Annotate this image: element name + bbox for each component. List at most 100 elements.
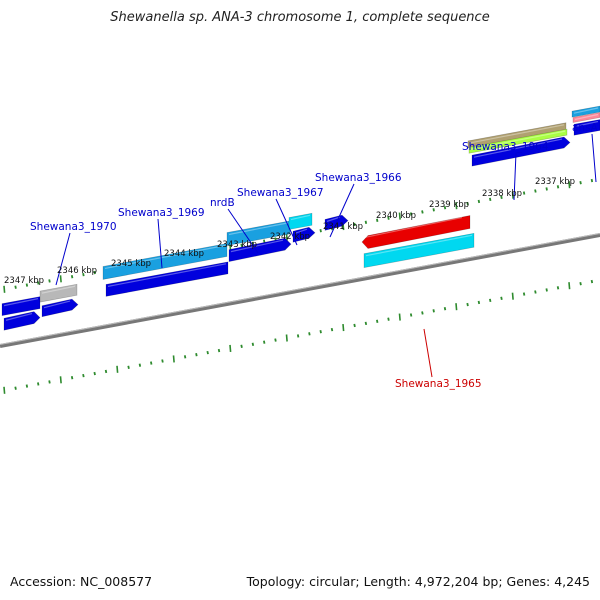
outer-tick — [353, 222, 356, 227]
inner-tick — [274, 338, 277, 342]
inner-tick — [263, 340, 266, 344]
inner-tick — [376, 319, 379, 323]
outer-tick — [590, 178, 594, 183]
inner-tick — [48, 380, 51, 384]
outer-tick — [398, 212, 401, 220]
outer-tick — [545, 187, 548, 191]
gene-highlight — [575, 120, 599, 127]
gene-label-forward[interactable]: nrdB — [210, 197, 235, 209]
sequence-summary: Topology: circular; Length: 4,972,204 bp… — [246, 574, 590, 589]
inner-tick — [127, 365, 130, 369]
outer-tick — [93, 270, 96, 275]
kbp-tick-labels: 2347 kbp 2346 kbp 2345 kbp 2344 kbp 2343 kbp… — [4, 177, 575, 286]
kbp-tick-label: 2343 kbp — [217, 240, 257, 250]
inner-tick — [195, 353, 198, 357]
kbp-tick-label: 2339 kbp — [429, 200, 469, 210]
gene-feature — [471, 136, 571, 167]
outer-tick — [319, 229, 322, 233]
outer-tick — [376, 218, 379, 222]
gene-feature — [292, 226, 316, 243]
inner-tick — [534, 290, 537, 294]
inner-tick — [443, 307, 447, 311]
gene-leader-line — [227, 208, 259, 254]
inner-tick — [161, 359, 164, 363]
inner-tick — [319, 330, 322, 334]
inner-tick — [296, 334, 300, 338]
gene-highlight — [107, 263, 227, 287]
gene-leader-line — [513, 152, 517, 201]
kbp-tick-label: 2344 kbp — [164, 249, 204, 259]
gene-label-forward[interactable]: ansA — [572, 122, 599, 134]
outer-tick — [534, 189, 537, 193]
inner-tick — [150, 361, 153, 365]
gene-feature — [39, 283, 78, 303]
gene-highlight — [104, 244, 226, 270]
gene-highlight — [363, 216, 463, 239]
inner-tick — [500, 296, 503, 300]
outer-tick — [14, 285, 17, 289]
outer-tick — [455, 202, 458, 210]
kbp-tick-label: 2342 kbp — [270, 232, 310, 242]
gene-labels: Shewana3_1970Shewana3_1969nrdBShewana3_1… — [30, 122, 599, 390]
gene-highlight — [290, 214, 311, 221]
outer-tick — [466, 201, 469, 206]
outer-tick — [500, 195, 503, 199]
label-leader-lines — [55, 133, 597, 378]
outer-tick — [263, 239, 266, 243]
gene-highlight — [326, 216, 341, 222]
inner-tick — [455, 303, 458, 311]
gene-label-forward[interactable]: Shewana3_1970 — [30, 221, 117, 233]
gene-label-reverse[interactable]: Shewana3_1965 — [395, 378, 482, 390]
gene-highlight — [365, 234, 473, 257]
inner-tick — [353, 323, 356, 328]
outer-tick — [25, 283, 29, 287]
outer-tick — [568, 181, 571, 189]
gene-label-forward[interactable]: Shewana3_1964 — [462, 141, 549, 153]
inner-tick — [489, 298, 492, 303]
gene-highlight — [469, 124, 565, 144]
inner-tick — [183, 355, 187, 359]
gene-feature — [571, 105, 600, 118]
outer-tick — [48, 279, 51, 283]
gene-leader-line — [329, 183, 355, 238]
inner-tick — [59, 376, 62, 384]
inner-tick — [25, 384, 29, 388]
kbp-tick-label: 2337 kbp — [535, 177, 575, 187]
inner-tick — [14, 386, 17, 390]
gene-highlight — [43, 300, 71, 309]
inner-tick — [579, 281, 582, 286]
gene-feature — [573, 119, 600, 136]
inner-tick — [511, 292, 514, 300]
gene-label-forward[interactable]: Shewana3_1966 — [315, 172, 402, 184]
gene-highlight — [230, 239, 284, 253]
inner-tick — [590, 279, 594, 284]
outer-tick — [409, 212, 413, 216]
outer-tick — [82, 272, 85, 277]
outer-tick — [556, 185, 560, 189]
gene-label-forward[interactable]: Shewana3_1969 — [118, 207, 205, 219]
inner-tick — [172, 355, 175, 363]
kbp-tick-label: 2340 kbp — [376, 211, 416, 221]
kbp-tick-label: 2345 kbp — [111, 259, 151, 269]
gene-features — [1, 105, 600, 331]
inner-tick — [545, 288, 548, 292]
outer-tick — [522, 191, 526, 195]
gene-feature — [363, 232, 475, 269]
gene-feature — [228, 237, 292, 263]
gene-leader-line — [157, 218, 163, 269]
gene-label-forward[interactable]: Shewana3_1967 — [237, 187, 324, 199]
inner-tick — [70, 376, 74, 380]
outer-tick — [489, 197, 492, 202]
outer-tick — [285, 233, 288, 241]
inner-tick — [477, 300, 481, 305]
inner-tick — [522, 292, 526, 296]
gene-highlight — [574, 113, 599, 121]
gene-highlight — [3, 298, 39, 307]
gene-leader-line — [423, 328, 433, 378]
outer-tick — [477, 199, 481, 204]
outer-tick — [421, 210, 424, 214]
inner-tick — [421, 311, 424, 315]
gene-feature — [3, 311, 41, 331]
kbp-tick-label: 2341 kbp — [323, 222, 363, 232]
